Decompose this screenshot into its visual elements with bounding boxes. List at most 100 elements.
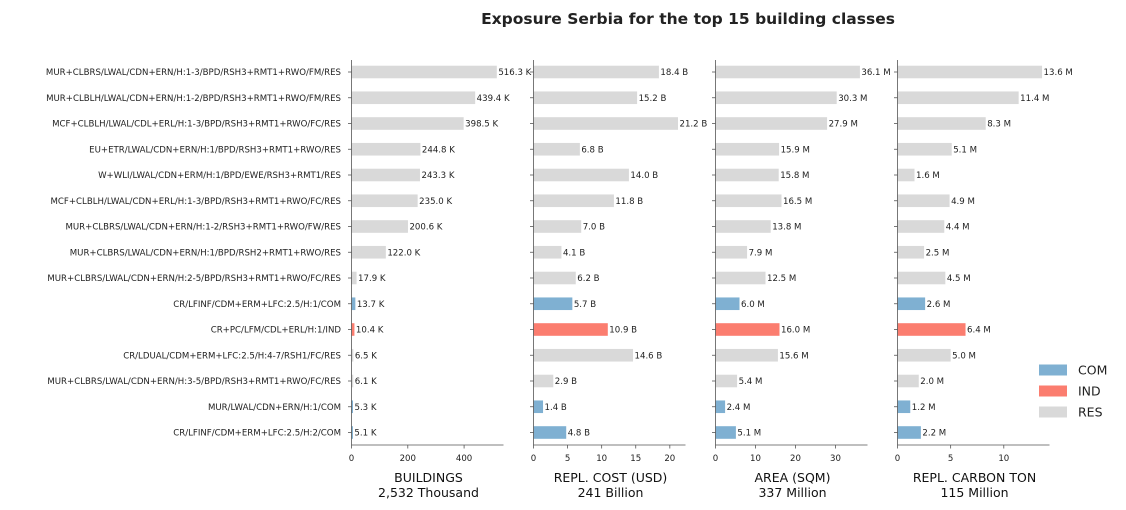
data-label: 17.9 K [358, 274, 386, 284]
bar [715, 117, 828, 130]
bar [533, 323, 608, 336]
category-label: MUR+CLBRS/LWAL/CDN+ERN/H:2-5/BPD/RSH3+RM… [47, 274, 341, 284]
bar [351, 271, 357, 285]
panels: 516.3 K 439.4 K 398.5 K 244.8 K 243.3 K 235.0… [348, 60, 1073, 500]
category-label: CR/LFINF/CDM+ERM+LFC:2.5/H:2/COM [173, 429, 341, 439]
data-label: 516.3 K [498, 68, 531, 78]
data-label: 21.2 B [680, 120, 708, 130]
bar [897, 297, 926, 311]
chart-title: Exposure Serbia for the top 15 building … [481, 10, 895, 28]
data-label: 6.4 M [967, 326, 991, 336]
data-label: 15.9 M [781, 145, 810, 155]
panel: 13.6 M 11.4 M 8.3 M 5.1 M 1.6 M 4.9 M 4.4 M 2.5… [894, 60, 1073, 500]
bar [533, 374, 554, 388]
data-label: 398.5 K [465, 120, 498, 130]
legend-label: RES [1078, 405, 1103, 420]
bar [897, 400, 911, 414]
x-tick-label: 0 [531, 454, 536, 464]
x-tick-label: 0 [713, 454, 718, 464]
bar [897, 117, 986, 130]
data-label: 2.0 M [920, 377, 944, 387]
x-tick-label: 10 [998, 454, 1009, 464]
data-label: 1.4 B [545, 403, 567, 413]
data-label: 2.9 B [555, 377, 577, 387]
data-label: 244.8 K [422, 145, 455, 155]
x-axis-label: REPL. CARBON TON [913, 470, 1036, 485]
legend-swatch [1039, 406, 1067, 418]
bar [715, 297, 740, 311]
data-label: 4.5 M [947, 274, 971, 284]
panel: 18.4 B 15.2 B 21.2 B 6.8 B 14.0 B 11.8 B 7.0 B… [530, 60, 707, 500]
data-label: 13.8 M [772, 223, 801, 233]
bar [533, 400, 544, 414]
data-label: 16.5 M [783, 197, 812, 207]
bar [715, 323, 780, 336]
legend-swatch [1039, 364, 1067, 376]
bar [715, 426, 736, 439]
bar [897, 168, 915, 182]
category-label: MUR+CLBRS/LWAL/CDN+ERN/H:1-2/RSH3+RMT1+R… [65, 223, 341, 233]
bar [351, 374, 354, 388]
category-labels: MUR+CLBRS/LWAL/CDN+ERN/H:1-3/BPD/RSH3+RM… [46, 68, 341, 439]
category-label: CR/LFINF/CDM+ERM+LFC:2.5/H:1/COM [173, 300, 341, 310]
data-label: 4.4 M [946, 223, 970, 233]
data-label: 13.6 M [1044, 68, 1073, 78]
x-tick-label: 20 [790, 454, 801, 464]
data-label: 13.7 K [357, 300, 385, 310]
data-label: 18.4 B [660, 68, 688, 78]
data-label: 11.8 B [615, 197, 643, 207]
category-label: MCF+CLBLH/LWAL/CDN+ERL/H:1-3/BPD/RSH3+RM… [50, 197, 341, 207]
data-label: 15.2 B [639, 94, 667, 104]
bar [897, 374, 919, 388]
data-label: 5.1 K [354, 429, 376, 439]
bar [533, 348, 634, 362]
data-label: 5.3 K [354, 403, 376, 413]
category-label: MUR/LWAL/CDN+ERN/H:1/COM [208, 403, 341, 413]
bar [351, 168, 420, 182]
data-label: 439.4 K [477, 94, 510, 104]
data-label: 14.0 B [630, 171, 658, 181]
data-label: 10.4 K [356, 326, 384, 336]
data-label: 12.5 M [767, 274, 796, 284]
data-label: 30.3 M [838, 94, 867, 104]
data-label: 243.3 K [421, 171, 454, 181]
category-label: CR/LDUAL/CDM+ERM+LFC:2.5/H:4-7/RSH1/FC/R… [123, 351, 341, 361]
x-tick-label: 400 [456, 454, 472, 464]
x-axis-total: 2,532 Thousand [378, 485, 479, 500]
bar [897, 65, 1043, 79]
bar [897, 142, 952, 156]
bar [533, 91, 638, 105]
bar [715, 400, 726, 414]
category-label: MUR+CLBLH/LWAL/CDN+ERN/H:1-2/BPD/RSH3+RM… [46, 94, 341, 104]
data-label: 6.1 K [355, 377, 377, 387]
x-axis-total: 241 Billion [578, 485, 644, 500]
bar [533, 65, 659, 79]
panel: 36.1 M 30.3 M 27.9 M 15.9 M 15.8 M 16.5 M 13.8… [712, 60, 891, 500]
bar [351, 400, 353, 414]
data-label: 2.4 M [727, 403, 751, 413]
bar [351, 142, 421, 156]
legend-swatch [1039, 385, 1067, 397]
x-axis-total: 115 Million [940, 485, 1008, 500]
category-label: EU+ETR/LWAL/CDN+ERN/H:1/BPD/RSH3+RMT1+RW… [89, 145, 341, 155]
x-tick-label: 0 [895, 454, 900, 464]
data-label: 7.9 M [749, 248, 773, 258]
data-label: 2.6 M [927, 300, 951, 310]
data-label: 36.1 M [861, 68, 890, 78]
data-label: 6.0 M [741, 300, 765, 310]
data-label: 27.9 M [829, 120, 858, 130]
bar [351, 117, 464, 130]
bar [897, 245, 925, 259]
data-label: 7.0 B [583, 223, 605, 233]
data-label: 4.1 B [563, 248, 585, 258]
bar [715, 220, 771, 233]
bar [533, 220, 582, 233]
data-label: 14.6 B [635, 351, 663, 361]
data-label: 4.9 M [951, 197, 975, 207]
data-label: 10.9 B [609, 326, 637, 336]
bar [533, 297, 573, 311]
bar [897, 194, 950, 208]
data-label: 6.8 B [581, 145, 603, 155]
x-axis-label: REPL. COST (USD) [554, 470, 668, 485]
bar [897, 220, 945, 233]
